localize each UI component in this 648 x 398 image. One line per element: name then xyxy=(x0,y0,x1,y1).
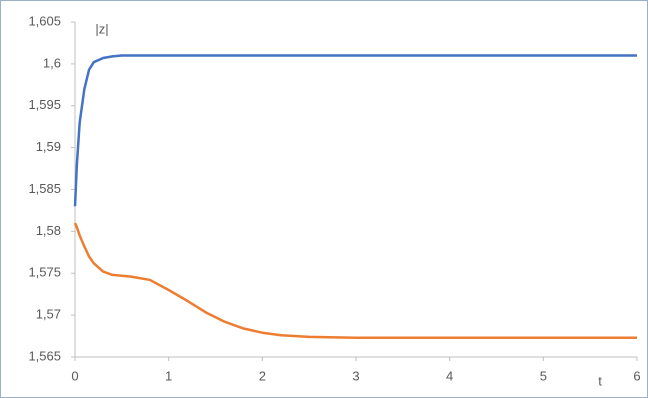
line-series xyxy=(73,54,637,207)
x-axis-title: t xyxy=(598,373,602,388)
y-tick-label: 1,595 xyxy=(28,97,61,112)
line-series xyxy=(73,222,637,339)
x-tick-label: 5 xyxy=(540,368,547,383)
x-tick-label: 6 xyxy=(633,368,640,383)
y-tick-label: 1,585 xyxy=(28,181,61,196)
y-tick-label: 1,575 xyxy=(28,265,61,280)
y-axis-title: |z| xyxy=(95,21,108,36)
y-tick-label: 1,57 xyxy=(36,307,61,322)
x-tick-label: 2 xyxy=(259,368,266,383)
y-tick-label: 1,58 xyxy=(36,223,61,238)
y-tick-label: 1,59 xyxy=(36,139,61,154)
x-tick-label: 1 xyxy=(165,368,172,383)
x-tick-label: 3 xyxy=(352,368,359,383)
y-tick-label: 1,6 xyxy=(43,55,61,70)
x-tick-label: 4 xyxy=(446,368,453,383)
y-tick-label: 1,605 xyxy=(28,13,61,28)
x-tick-label: 0 xyxy=(71,368,78,383)
y-tick-label: 1,565 xyxy=(28,348,61,363)
